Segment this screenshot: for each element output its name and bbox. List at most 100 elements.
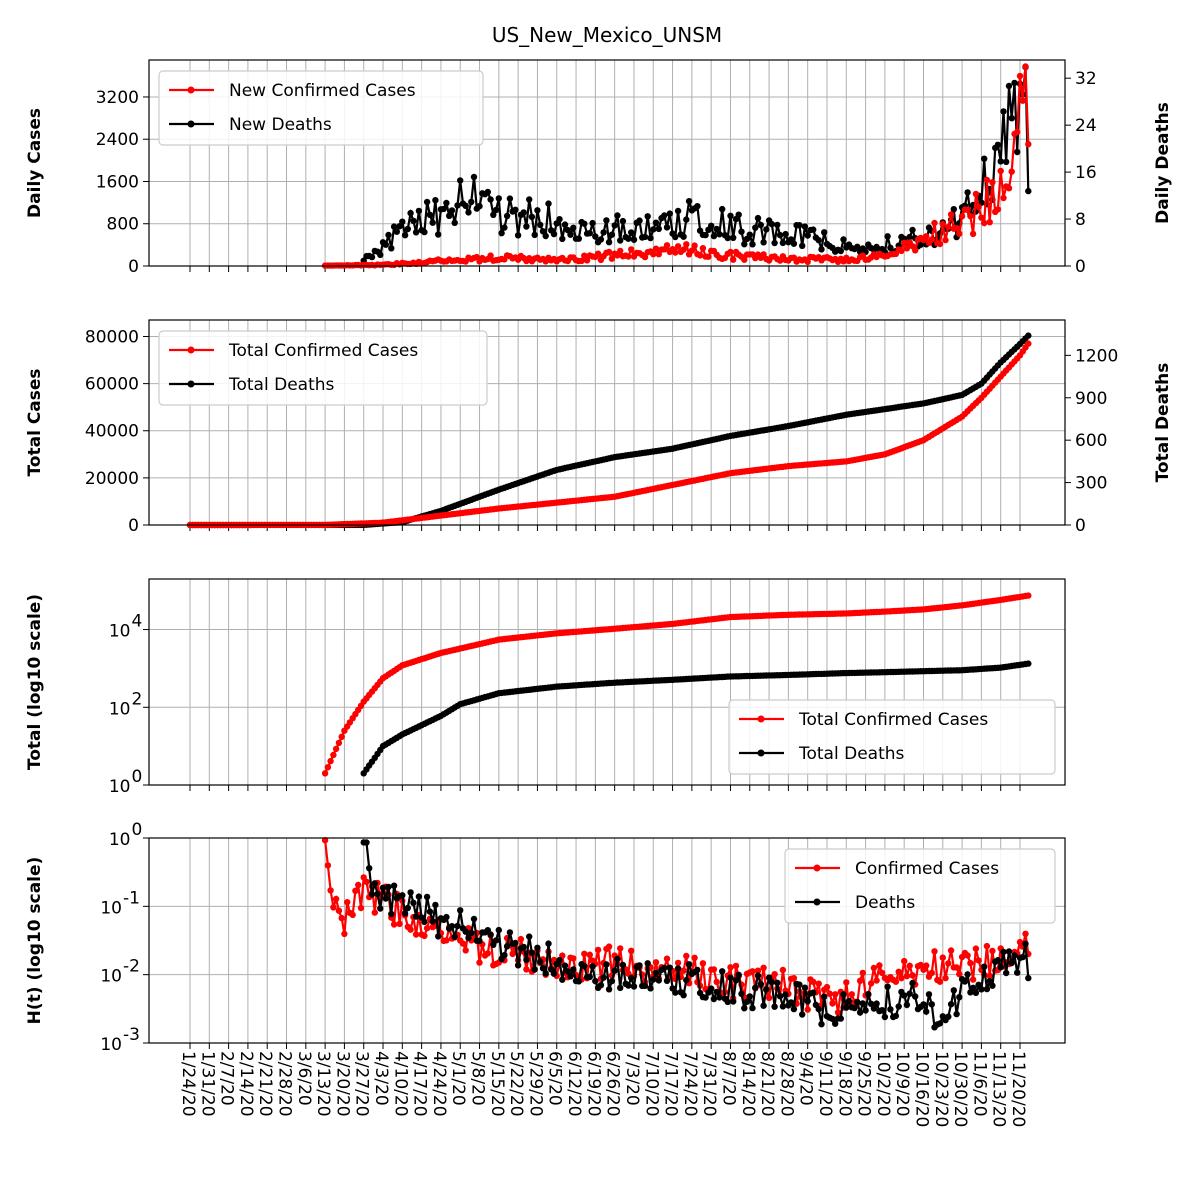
data-point <box>892 978 900 985</box>
data-point <box>909 979 916 987</box>
x-tick-label: 7/24/20 <box>680 1051 700 1117</box>
data-point <box>757 980 764 988</box>
legend-marker <box>757 749 765 757</box>
data-point <box>421 228 428 236</box>
data-point <box>586 951 593 958</box>
data-point <box>771 239 778 247</box>
data-point <box>821 229 828 236</box>
data-point <box>763 226 770 233</box>
data-point <box>583 257 591 264</box>
x-tick-label: 1/24/20 <box>178 1051 198 1117</box>
x-tick-label: 5/8/20 <box>468 1051 488 1106</box>
data-point <box>909 972 916 979</box>
data-point <box>592 233 599 240</box>
data-point <box>895 1003 902 1010</box>
data-point <box>708 222 715 229</box>
x-tick-label: 5/29/20 <box>525 1051 545 1117</box>
data-point <box>545 940 552 947</box>
data-point <box>570 966 577 973</box>
data-point <box>796 981 803 988</box>
data-point <box>559 235 566 243</box>
data-point <box>1025 660 1032 667</box>
data-point <box>528 213 536 221</box>
data-point <box>363 839 370 846</box>
data-point <box>994 141 1002 148</box>
data-point <box>432 901 439 909</box>
data-point <box>335 907 343 914</box>
data-point <box>650 976 657 983</box>
data-point <box>928 1001 935 1008</box>
data-point <box>1016 72 1024 80</box>
data-point <box>887 1006 894 1013</box>
data-point <box>1008 959 1015 967</box>
data-point <box>371 909 378 916</box>
data-point <box>779 966 787 974</box>
data-point <box>854 998 861 1006</box>
data-point <box>570 224 577 231</box>
data-point <box>818 1020 825 1028</box>
data-point <box>352 887 359 894</box>
axes-frame <box>148 319 1066 526</box>
data-point <box>1025 332 1032 339</box>
data-point <box>432 197 439 204</box>
data-point <box>581 950 588 957</box>
data-point <box>1025 340 1032 347</box>
data-point <box>892 1012 900 1020</box>
data-point <box>757 221 764 229</box>
data-point <box>810 989 817 996</box>
x-tick-label: 2/21/20 <box>255 1051 275 1117</box>
data-point <box>542 232 549 240</box>
data-point <box>614 212 621 219</box>
data-point <box>399 892 406 899</box>
data-point <box>719 205 726 213</box>
x-tick-label: 4/17/20 <box>410 1051 430 1117</box>
data-point <box>851 1004 858 1012</box>
x-tick-label: 11/6/20 <box>969 1051 989 1117</box>
data-point <box>526 196 533 203</box>
data-point <box>528 949 536 956</box>
data-point <box>1022 63 1029 70</box>
data-point <box>947 1001 955 1008</box>
data-point <box>804 998 811 1005</box>
data-point <box>423 893 431 901</box>
data-point <box>652 959 660 966</box>
x-tick-label: 9/4/20 <box>796 1051 816 1106</box>
data-point <box>1019 953 1026 961</box>
x-tick-label: 11/13/20 <box>989 1051 1009 1127</box>
data-point <box>843 1004 850 1011</box>
data-point <box>674 965 682 972</box>
data-point <box>906 962 913 969</box>
data-point <box>754 214 762 222</box>
data-point <box>672 249 679 256</box>
data-point <box>829 1000 836 1007</box>
data-point <box>404 904 411 912</box>
y-tick-label: 2400 <box>96 130 139 150</box>
data-point <box>556 216 563 223</box>
data-point <box>1025 974 1032 982</box>
data-point <box>338 733 345 740</box>
data-point <box>961 978 969 985</box>
data-point <box>468 929 475 937</box>
data-point <box>539 228 547 235</box>
data-point <box>399 218 406 225</box>
data-point <box>691 242 698 249</box>
data-point <box>531 966 538 973</box>
data-point <box>964 189 971 196</box>
data-point <box>597 982 605 989</box>
data-point <box>854 243 861 250</box>
data-point <box>837 1015 844 1022</box>
y-tick-label: 800 <box>107 215 139 235</box>
data-point <box>716 231 723 238</box>
data-point <box>1005 948 1013 955</box>
legend-label: New Deaths <box>229 115 332 135</box>
data-point <box>575 978 582 985</box>
data-point <box>804 232 811 239</box>
data-point <box>978 214 985 221</box>
data-point <box>379 884 387 891</box>
data-point <box>368 253 376 261</box>
legend-label: Total Deaths <box>228 375 335 395</box>
legend-box <box>158 330 488 406</box>
y-right-tick-label: 0 <box>1075 257 1086 277</box>
data-point <box>981 155 988 162</box>
legend-label: Confirmed Cases <box>855 859 999 879</box>
